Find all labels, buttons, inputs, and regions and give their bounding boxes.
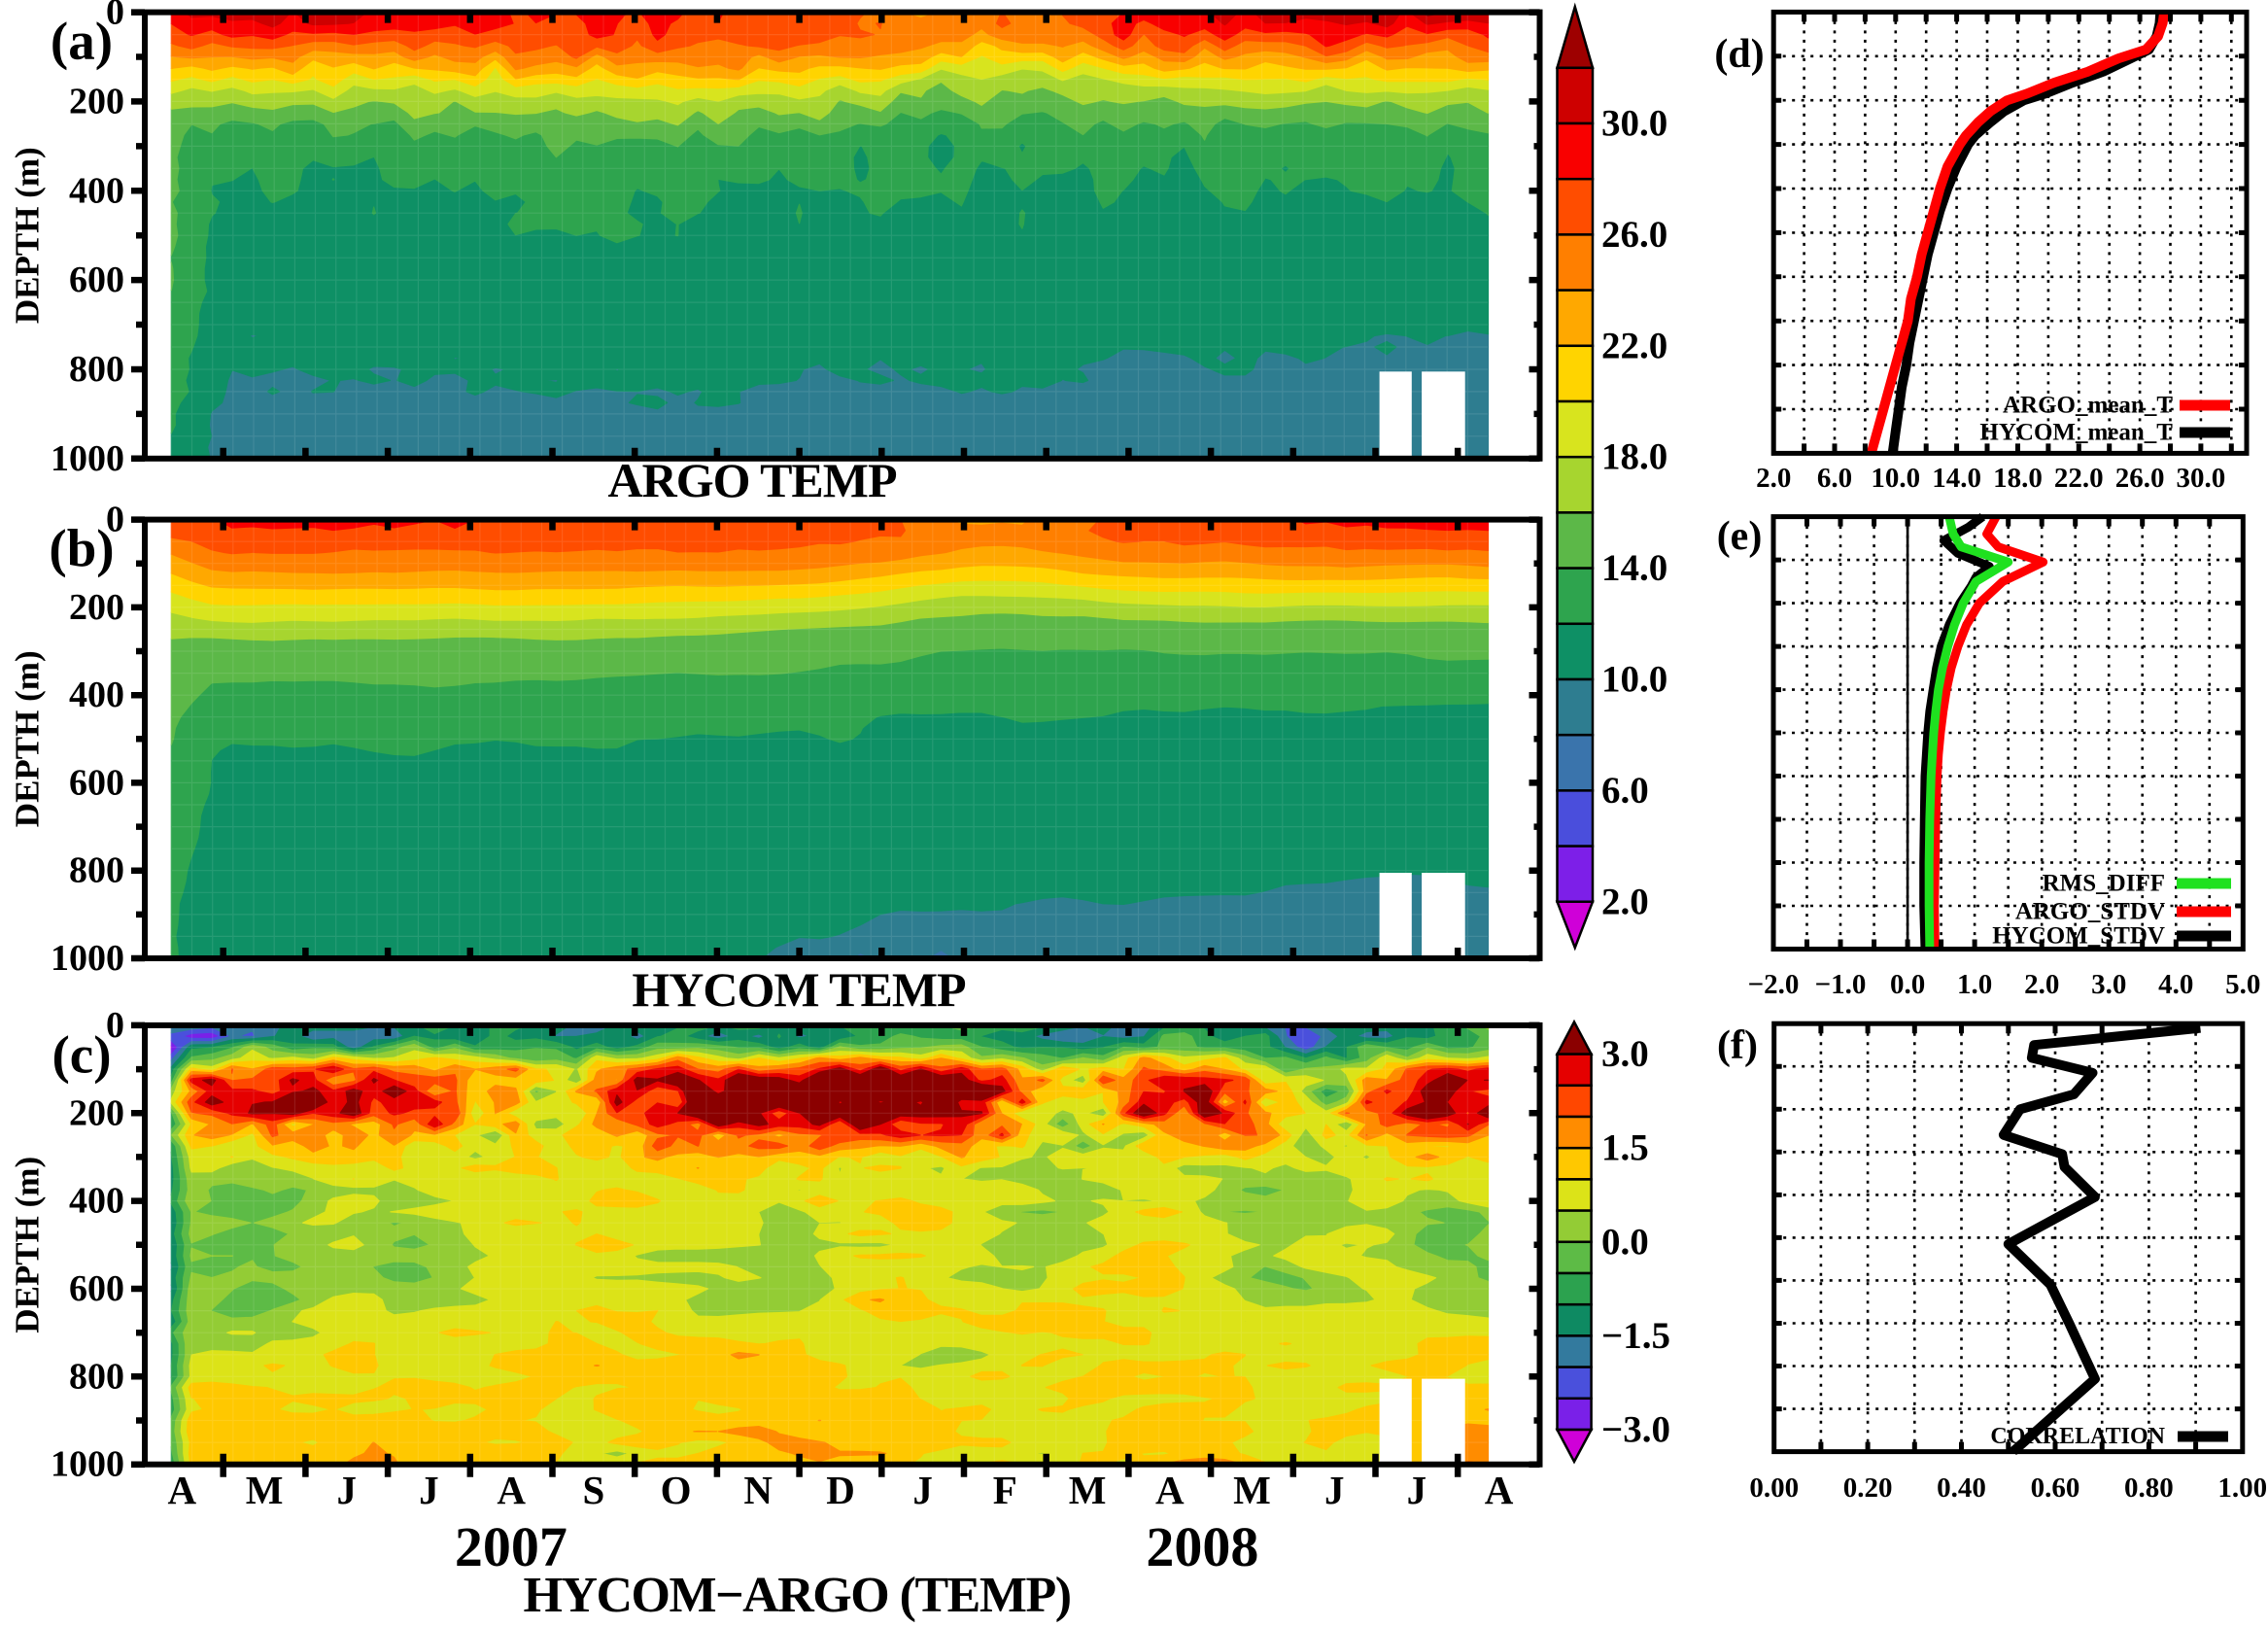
svg-text:M: M xyxy=(1069,1468,1107,1512)
svg-text:6.0: 6.0 xyxy=(1817,463,1852,494)
svg-text:1.00: 1.00 xyxy=(2217,1472,2267,1504)
svg-text:600: 600 xyxy=(69,260,124,300)
svg-text:800: 800 xyxy=(69,349,124,390)
svg-text:2.0: 2.0 xyxy=(1756,463,1791,494)
svg-text:1.0: 1.0 xyxy=(1957,969,1992,1000)
svg-text:−3.0: −3.0 xyxy=(1601,1409,1670,1451)
svg-text:S: S xyxy=(582,1468,604,1512)
svg-text:14.0: 14.0 xyxy=(1932,463,1981,494)
svg-text:0: 0 xyxy=(106,0,124,33)
svg-text:200: 200 xyxy=(69,587,124,628)
svg-text:D: D xyxy=(826,1468,855,1512)
svg-text:J: J xyxy=(912,1468,933,1512)
svg-text:14.0: 14.0 xyxy=(1601,547,1667,589)
svg-text:CORRELATION: CORRELATION xyxy=(1990,1424,2165,1449)
svg-text:DEPTH (m): DEPTH (m) xyxy=(9,650,47,827)
svg-text:2.0: 2.0 xyxy=(1601,881,1649,922)
svg-text:(e): (e) xyxy=(1717,514,1763,559)
svg-text:(d): (d) xyxy=(1714,32,1764,77)
svg-text:A: A xyxy=(497,1468,526,1512)
svg-text:0.80: 0.80 xyxy=(2124,1472,2174,1504)
svg-text:600: 600 xyxy=(69,1268,124,1309)
svg-text:DEPTH (m): DEPTH (m) xyxy=(9,147,47,324)
svg-text:ARGO TEMP: ARGO TEMP xyxy=(607,453,896,507)
svg-text:A: A xyxy=(1485,1468,1514,1512)
svg-text:F: F xyxy=(993,1468,1017,1512)
svg-text:0.0: 0.0 xyxy=(1890,969,1925,1000)
svg-text:A: A xyxy=(1155,1468,1185,1512)
svg-text:J: J xyxy=(1324,1468,1345,1512)
svg-text:M: M xyxy=(1233,1468,1271,1512)
svg-text:−1.0: −1.0 xyxy=(1815,969,1867,1000)
svg-text:1000: 1000 xyxy=(51,1444,124,1485)
svg-text:30.0: 30.0 xyxy=(1601,103,1667,145)
svg-text:HYCOM−ARGO (TEMP): HYCOM−ARGO (TEMP) xyxy=(523,1568,1070,1622)
svg-text:−2.0: −2.0 xyxy=(1748,969,1800,1000)
svg-text:18.0: 18.0 xyxy=(1993,463,2043,494)
svg-text:5.0: 5.0 xyxy=(2225,969,2260,1000)
svg-text:HYCOM_STDV: HYCOM_STDV xyxy=(1992,923,2165,950)
svg-text:ARGO_mean_T: ARGO_mean_T xyxy=(2003,393,2173,419)
svg-text:HYCOM TEMP: HYCOM TEMP xyxy=(632,962,966,1017)
svg-text:−1.5: −1.5 xyxy=(1601,1315,1670,1357)
svg-text:J: J xyxy=(337,1468,358,1512)
svg-text:DEPTH (m): DEPTH (m) xyxy=(9,1157,47,1333)
svg-text:2008: 2008 xyxy=(1146,1515,1258,1578)
svg-text:0: 0 xyxy=(106,500,124,540)
svg-text:0.60: 0.60 xyxy=(2031,1472,2080,1504)
svg-text:ARGO_STDV: ARGO_STDV xyxy=(2015,899,2165,925)
svg-text:22.0: 22.0 xyxy=(1601,325,1667,366)
svg-text:(b): (b) xyxy=(49,519,114,578)
svg-text:RMS_DIFF: RMS_DIFF xyxy=(2043,871,2165,897)
svg-text:800: 800 xyxy=(69,1356,124,1397)
svg-text:3.0: 3.0 xyxy=(2091,969,2126,1000)
svg-text:(f): (f) xyxy=(1717,1023,1758,1068)
svg-text:400: 400 xyxy=(69,1181,124,1222)
svg-text:1.5: 1.5 xyxy=(1601,1127,1649,1169)
svg-text:1000: 1000 xyxy=(51,938,124,979)
svg-text:200: 200 xyxy=(69,81,124,121)
svg-text:6.0: 6.0 xyxy=(1601,770,1649,812)
svg-text:0.0: 0.0 xyxy=(1601,1221,1649,1263)
svg-text:N: N xyxy=(743,1468,773,1512)
svg-text:3.0: 3.0 xyxy=(1601,1033,1649,1075)
svg-text:M: M xyxy=(246,1468,284,1512)
svg-text:0.40: 0.40 xyxy=(1937,1472,1986,1504)
svg-text:J: J xyxy=(419,1468,439,1512)
svg-text:4.0: 4.0 xyxy=(2158,969,2193,1000)
svg-text:1000: 1000 xyxy=(51,438,124,479)
svg-text:(a): (a) xyxy=(51,12,113,71)
svg-text:30.0: 30.0 xyxy=(2177,463,2226,494)
svg-text:J: J xyxy=(1407,1468,1427,1512)
svg-text:0.20: 0.20 xyxy=(1843,1472,1893,1504)
svg-text:A: A xyxy=(167,1468,196,1512)
svg-text:200: 200 xyxy=(69,1092,124,1133)
svg-text:26.0: 26.0 xyxy=(2115,463,2165,494)
svg-text:400: 400 xyxy=(69,170,124,211)
svg-text:(c): (c) xyxy=(52,1025,111,1085)
svg-text:26.0: 26.0 xyxy=(1601,214,1667,256)
svg-text:600: 600 xyxy=(69,762,124,803)
svg-text:2.0: 2.0 xyxy=(2024,969,2059,1000)
svg-text:10.0: 10.0 xyxy=(1871,463,1920,494)
svg-text:400: 400 xyxy=(69,675,124,715)
svg-text:22.0: 22.0 xyxy=(2054,463,2104,494)
svg-text:0: 0 xyxy=(106,1005,124,1046)
svg-text:18.0: 18.0 xyxy=(1601,436,1667,478)
svg-text:HYCOM_mean_T: HYCOM_mean_T xyxy=(1979,420,2173,446)
svg-text:800: 800 xyxy=(69,850,124,891)
svg-text:0.00: 0.00 xyxy=(1749,1472,1799,1504)
svg-text:2007: 2007 xyxy=(455,1515,567,1578)
svg-text:10.0: 10.0 xyxy=(1601,659,1667,701)
svg-text:O: O xyxy=(661,1468,692,1512)
